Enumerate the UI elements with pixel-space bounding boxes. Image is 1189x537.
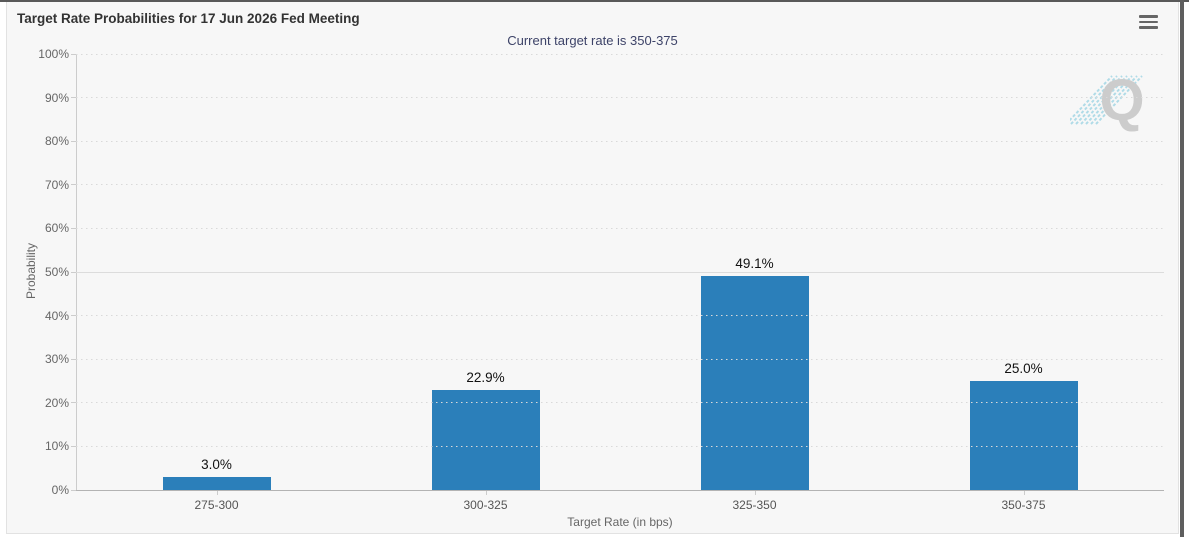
y-axis-label-10: 10% bbox=[44, 439, 69, 454]
hamburger-menu-icon[interactable] bbox=[1139, 15, 1158, 29]
category-slot-275-300: 3.0% 275-300 bbox=[82, 54, 351, 512]
y-axis-tick bbox=[71, 358, 76, 360]
y-axis-label-60: 60% bbox=[44, 221, 69, 236]
y-axis-label-0: 0% bbox=[51, 483, 69, 497]
y-axis-label-20: 20% bbox=[44, 395, 69, 410]
gridline-10 bbox=[76, 445, 1164, 447]
y-axis-label-90: 90% bbox=[44, 90, 69, 105]
bar-350-375[interactable] bbox=[969, 381, 1078, 490]
category-slot-325-350: 49.1% 325-350 bbox=[620, 54, 889, 512]
hamburger-bar bbox=[1139, 26, 1158, 29]
gridline-60 bbox=[76, 227, 1164, 229]
chart-panel: Target Rate Probabilities for 17 Jun 202… bbox=[6, 2, 1179, 534]
y-axis-tick bbox=[71, 271, 76, 273]
x-axis-label-350-375: 350-375 bbox=[1001, 498, 1046, 512]
y-axis-label-50: 50% bbox=[44, 265, 69, 279]
bar-value-label-275-300: 3.0% bbox=[201, 456, 232, 472]
y-axis-tick bbox=[71, 140, 76, 142]
y-axis-tick bbox=[71, 97, 76, 99]
gridline-30 bbox=[76, 358, 1164, 360]
x-axis-line bbox=[76, 490, 1164, 491]
y-axis-label-80: 80% bbox=[44, 134, 69, 149]
bar-275-300[interactable] bbox=[162, 476, 271, 490]
bar-value-label-350-375: 25.0% bbox=[1004, 361, 1043, 376]
chart-title: Target Rate Probabilities for 17 Jun 202… bbox=[17, 11, 360, 26]
plot-area: 3.0% 275-300 22.9% 300-325 49.1% 325-350 25.0%… bbox=[71, 53, 1164, 512]
y-axis-label-70: 70% bbox=[44, 177, 69, 192]
gridline-50 bbox=[76, 271, 1164, 273]
bar-325-350[interactable] bbox=[700, 275, 809, 490]
gridline-40 bbox=[76, 315, 1164, 317]
y-axis-tick bbox=[71, 402, 76, 404]
x-axis-tick bbox=[485, 491, 487, 495]
x-axis-label-325-350: 325-350 bbox=[732, 498, 777, 512]
vertical-scrollbar[interactable] bbox=[1180, 0, 1184, 537]
chart-subtitle: Current target rate is 350-375 bbox=[507, 33, 678, 48]
bar-value-label-300-325: 22.9% bbox=[466, 370, 505, 386]
category-band: 3.0% 275-300 22.9% 300-325 49.1% 325-350 25.0%… bbox=[82, 54, 1158, 512]
gridline-90 bbox=[76, 97, 1164, 99]
x-axis-label-300-325: 300-325 bbox=[463, 498, 508, 512]
y-axis-tick bbox=[71, 184, 76, 186]
category-slot-300-325: 22.9% 300-325 bbox=[351, 54, 620, 512]
hamburger-bar bbox=[1139, 20, 1158, 24]
y-axis-tick bbox=[71, 227, 76, 229]
y-axis-tick bbox=[71, 489, 76, 491]
y-axis-tick bbox=[71, 315, 76, 317]
gridline-70 bbox=[76, 184, 1164, 186]
gridline-20 bbox=[76, 402, 1164, 404]
x-axis-title: Target Rate (in bps) bbox=[567, 515, 673, 529]
gridline-80 bbox=[76, 140, 1164, 142]
x-axis-tick bbox=[216, 491, 218, 495]
bar-value-label-325-350: 49.1% bbox=[735, 255, 774, 271]
category-slot-350-375: 25.0% 350-375 bbox=[889, 54, 1158, 512]
hamburger-bar bbox=[1139, 15, 1158, 18]
window-top-border bbox=[0, 0, 1189, 2]
bar-300-325[interactable] bbox=[431, 390, 540, 490]
x-axis-tick bbox=[1023, 491, 1025, 495]
y-axis-tick bbox=[71, 445, 76, 447]
x-axis-label-275-300: 275-300 bbox=[194, 498, 239, 512]
y-axis-label-100: 100% bbox=[38, 47, 69, 61]
y-axis-label-40: 40% bbox=[44, 308, 69, 323]
y-axis-tick bbox=[71, 53, 76, 55]
x-axis-tick bbox=[754, 491, 756, 495]
y-axis-label-30: 30% bbox=[44, 352, 69, 367]
gridline-100 bbox=[76, 53, 1164, 55]
